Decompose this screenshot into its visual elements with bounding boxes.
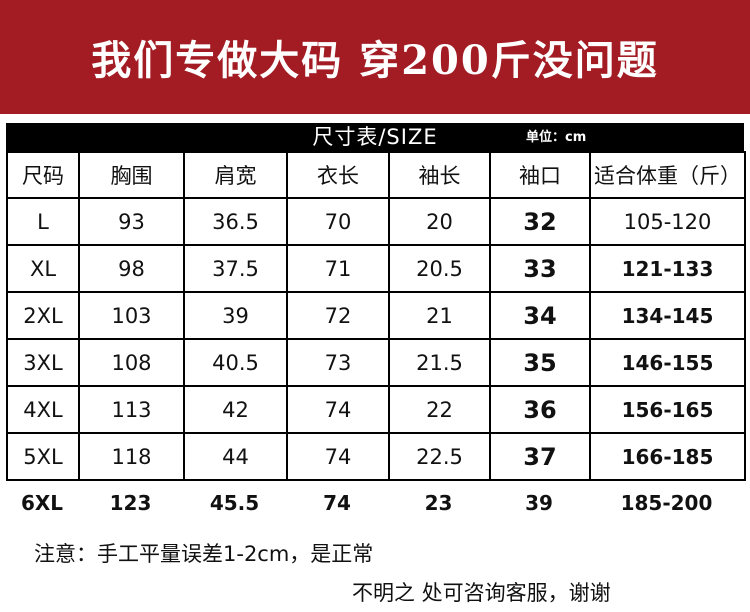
table-row: 2XL 103 39 72 21 34 134-145: [6, 291, 746, 340]
table-row: 6XL 123 45.5 74 23 39 185-200: [6, 481, 744, 525]
column-header-chest: 胸围: [78, 151, 185, 199]
cell-shoulder: 37.5: [183, 244, 288, 293]
cell-size: XL: [6, 244, 80, 293]
column-header-weight-range: 适合体重（斤）: [589, 151, 746, 199]
column-header-sleeve-length: 袖长: [388, 151, 491, 199]
cell-sleeve-length: 20.5: [388, 244, 491, 293]
cell-weight-range: 185-200: [620, 491, 713, 515]
size-chart-title-bar: 尺寸表/SIZE 单位：cm: [6, 123, 744, 151]
cell-cuff: 36: [489, 385, 591, 434]
table-header-row: 尺码 胸围 肩宽 衣长 袖长 袖口 适合体重（斤）: [6, 151, 746, 199]
cell-weight-range: 105-120: [589, 197, 746, 246]
cell-cuff: 33: [489, 244, 591, 293]
cell-shoulder: 42: [183, 385, 288, 434]
cell-shoulder: 45.5: [209, 491, 260, 515]
cell-cuff: 37: [489, 432, 591, 481]
cell-weight-range: 134-145: [589, 291, 746, 340]
banner-title: 我们专做大码 穿200斤没问题: [91, 37, 659, 84]
cell-size: 2XL: [6, 291, 80, 340]
cell-weight-range: 156-165: [589, 385, 746, 434]
cell-cuff: 34: [489, 291, 591, 340]
column-header-length: 衣长: [286, 151, 390, 199]
cell-size: L: [6, 197, 80, 246]
cell-sleeve-length: 23: [424, 491, 453, 515]
cell-length: 70: [286, 197, 390, 246]
cell-size: 4XL: [6, 385, 80, 434]
size-table: 尺码 胸围 肩宽 衣长 袖长 袖口 适合体重（斤） L 93 36.5 70 20 32 105-120 X…: [6, 151, 746, 481]
cell-shoulder: 44: [183, 432, 288, 481]
cell-weight-range: 166-185: [589, 432, 746, 481]
table-row: L 93 36.5 70 20 32 105-120: [6, 197, 746, 246]
size-chart-title: 尺寸表/SIZE: [312, 125, 438, 149]
cell-sleeve-length: 22: [388, 385, 491, 434]
cell-shoulder: 39: [183, 291, 288, 340]
cell-length: 74: [323, 491, 351, 515]
column-header-size: 尺码: [6, 151, 80, 199]
unit-label: 单位：cm: [526, 130, 587, 145]
cell-length: 74: [286, 385, 390, 434]
cell-length: 72: [286, 291, 390, 340]
cell-shoulder: 36.5: [183, 197, 288, 246]
cell-sleeve-length: 21: [388, 291, 491, 340]
header-banner: 我们专做大码 穿200斤没问题: [0, 0, 750, 114]
table-row: XL 98 37.5 71 20.5 33 121-133: [6, 244, 746, 293]
cell-cuff: 39: [525, 491, 553, 515]
size-table-last-row: 6XL 123 45.5 74 23 39 185-200: [6, 481, 744, 525]
cell-sleeve-length: 21.5: [388, 338, 491, 387]
cell-length: 74: [286, 432, 390, 481]
cell-chest: 103: [78, 291, 185, 340]
column-header-shoulder: 肩宽: [183, 151, 288, 199]
table-row: 5XL 118 44 74 22.5 37 166-185: [6, 432, 746, 481]
cell-weight-range: 146-155: [589, 338, 746, 387]
cell-size: 5XL: [6, 432, 80, 481]
column-header-cuff: 袖口: [489, 151, 591, 199]
cell-size: 6XL: [20, 491, 64, 515]
cell-cuff: 32: [489, 197, 591, 246]
cell-size: 3XL: [6, 338, 80, 387]
note-contact-service: 不明之 处可咨询客服，谢谢: [352, 581, 611, 605]
size-chart: 尺寸表/SIZE 单位：cm 尺码 胸围 肩宽 衣长 袖长 袖口 适合体重（斤） L 93 36.…: [6, 123, 746, 525]
note-measurement-error: 注意：手工平量误差1-2cm，是正常: [34, 542, 374, 566]
cell-sleeve-length: 22.5: [388, 432, 491, 481]
cell-chest: 93: [78, 197, 185, 246]
cell-length: 73: [286, 338, 390, 387]
cell-chest: 108: [78, 338, 185, 387]
cell-chest: 113: [78, 385, 185, 434]
cell-chest: 118: [78, 432, 185, 481]
cell-chest: 123: [109, 491, 152, 515]
cell-cuff: 35: [489, 338, 591, 387]
cell-chest: 98: [78, 244, 185, 293]
table-row: 3XL 108 40.5 73 21.5 35 146-155: [6, 338, 746, 387]
cell-sleeve-length: 20: [388, 197, 491, 246]
table-row: 4XL 113 42 74 22 36 156-165: [6, 385, 746, 434]
cell-length: 71: [286, 244, 390, 293]
cell-weight-range: 121-133: [589, 244, 746, 293]
cell-shoulder: 40.5: [183, 338, 288, 387]
